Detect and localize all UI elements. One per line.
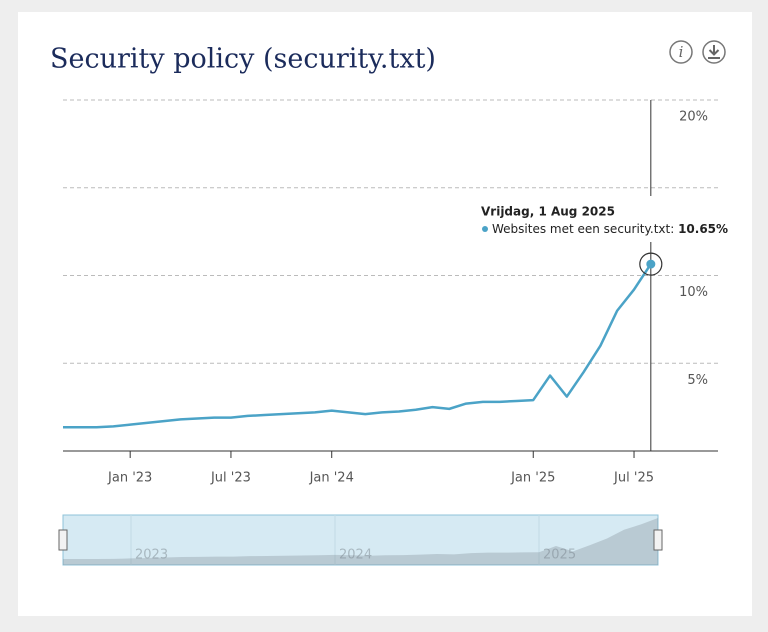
info-button[interactable]: i — [669, 40, 693, 64]
navigator-handle[interactable] — [653, 529, 663, 551]
y-tick-label: 10% — [679, 285, 708, 300]
tooltip-sep: : — [670, 222, 678, 236]
y-tick-label: 5% — [687, 373, 708, 388]
download-button[interactable] — [702, 40, 726, 64]
navigator-label: 2023 — [135, 548, 168, 563]
tooltip-series-name: Websites met een security.txt — [492, 222, 671, 236]
tooltip-title: Vrijdag, 1 Aug 2025 — [481, 205, 615, 219]
navigator-area — [63, 518, 658, 565]
x-tick-label: Jul '25 — [613, 471, 654, 486]
y-tick-label: 20% — [679, 110, 708, 125]
x-tick-label: Jul '23 — [210, 471, 251, 486]
chart-title: Security policy (security.txt) — [50, 44, 436, 75]
navigator-label: 2025 — [543, 548, 576, 563]
data-line — [63, 263, 652, 429]
svg-text:i: i — [679, 43, 684, 61]
tooltip-dot — [482, 226, 488, 232]
navigator-handle[interactable] — [58, 529, 68, 551]
tooltip-series: Websites met een security.txt: 10.65% — [492, 222, 728, 236]
hover-ring — [639, 252, 663, 276]
navigator-bg — [62, 514, 659, 566]
x-tick-label: Jan '23 — [107, 471, 152, 486]
point — [646, 259, 656, 269]
tooltip-value: 10.65% — [678, 222, 728, 236]
x-tick-label: Jan '24 — [309, 471, 354, 486]
navigator-label: 2024 — [339, 548, 372, 563]
tooltip-box — [470, 196, 715, 242]
x-tick-label: Jan '25 — [510, 471, 555, 486]
